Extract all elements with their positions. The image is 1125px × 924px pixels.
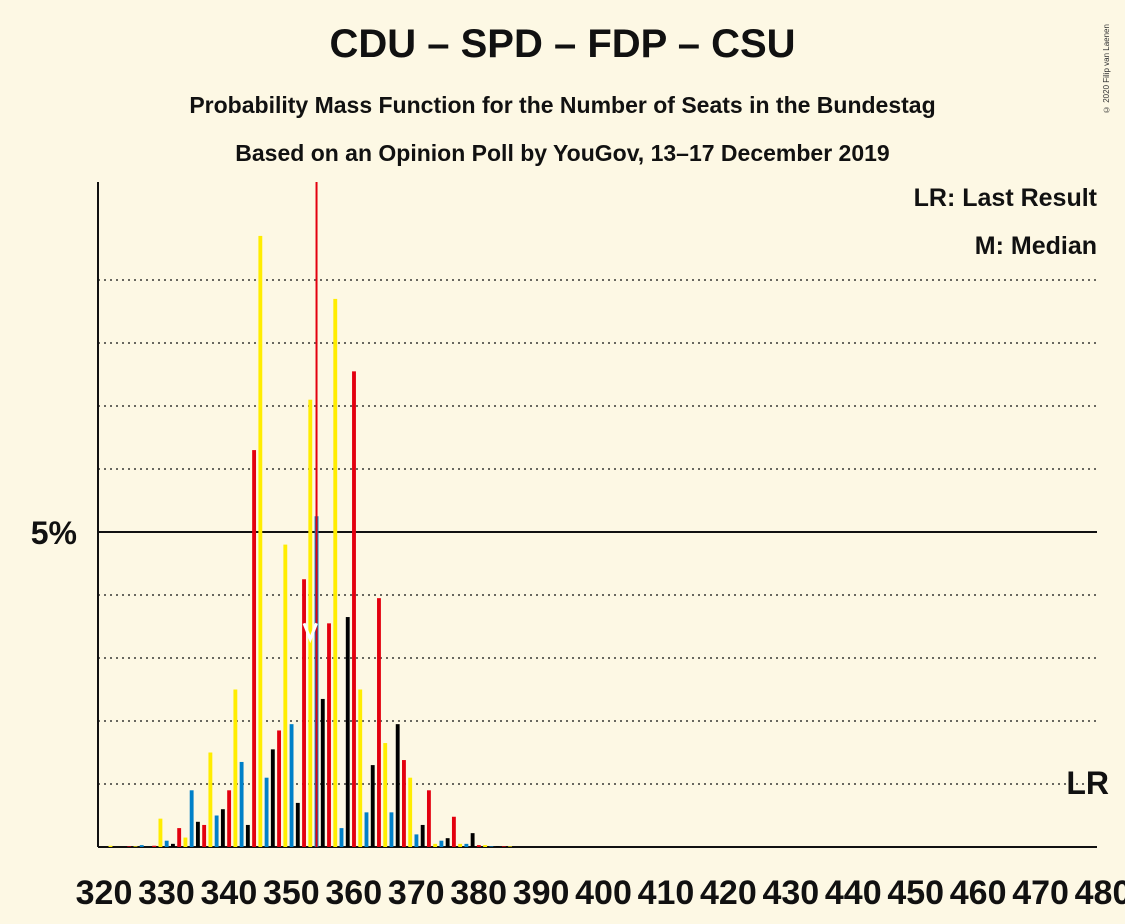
x-tick-label: 380 xyxy=(450,874,507,912)
bar xyxy=(476,845,481,847)
bar xyxy=(327,623,331,847)
x-tick-label: 320 xyxy=(76,874,133,912)
bar xyxy=(458,843,463,847)
bar xyxy=(208,752,213,847)
bar xyxy=(220,809,225,847)
x-tick-label: 330 xyxy=(138,874,195,912)
x-tick-label: 400 xyxy=(575,874,632,912)
bar xyxy=(383,743,388,847)
bar xyxy=(470,833,475,847)
bar xyxy=(389,812,394,847)
x-tick-label: 340 xyxy=(201,874,258,912)
bar xyxy=(233,689,238,847)
x-tick-label: 460 xyxy=(950,874,1007,912)
bar xyxy=(245,824,250,847)
bar xyxy=(358,689,363,847)
bar xyxy=(264,777,269,847)
bar xyxy=(202,824,207,847)
x-tick-label: 410 xyxy=(638,874,695,912)
bar xyxy=(364,812,369,847)
last-result-marker: LR xyxy=(1066,765,1109,801)
x-tick-label: 470 xyxy=(1012,874,1069,912)
bar xyxy=(451,816,456,847)
bar xyxy=(195,821,200,847)
bar xyxy=(420,824,425,847)
bar xyxy=(302,579,306,847)
bar xyxy=(108,845,113,847)
bar xyxy=(402,760,406,847)
bar xyxy=(139,845,144,847)
x-tick-label: 350 xyxy=(263,874,320,912)
bar xyxy=(277,730,282,847)
bar xyxy=(495,846,500,847)
bar xyxy=(414,834,419,847)
bar xyxy=(445,838,450,847)
bar xyxy=(339,828,344,847)
bar xyxy=(252,450,257,847)
median-marker xyxy=(302,622,318,644)
bar xyxy=(283,544,288,847)
bar xyxy=(501,846,506,847)
bar xyxy=(370,765,375,847)
bar xyxy=(270,749,275,847)
x-tick-label: 480 xyxy=(1075,874,1125,912)
bar xyxy=(214,815,219,847)
bar xyxy=(483,845,488,847)
x-tick-label: 370 xyxy=(388,874,445,912)
bar xyxy=(189,790,194,847)
x-tick-label: 420 xyxy=(700,874,757,912)
bar xyxy=(258,235,263,847)
bar xyxy=(289,724,294,847)
bar xyxy=(377,598,381,847)
bar xyxy=(395,724,400,847)
chart-subtitle-2: Based on an Opinion Poll by YouGov, 13–1… xyxy=(235,140,890,166)
x-tick-label: 450 xyxy=(887,874,944,912)
chart-title: CDU – SPD – FDP – CSU xyxy=(329,22,796,66)
bar xyxy=(345,617,350,847)
bar xyxy=(239,761,244,847)
bar xyxy=(183,837,188,847)
legend-last-result: LR: Last Result xyxy=(913,184,1097,212)
bar xyxy=(177,828,182,847)
bar xyxy=(127,846,132,847)
x-tick-label: 430 xyxy=(762,874,819,912)
bar xyxy=(152,845,157,847)
bar xyxy=(320,698,325,847)
bar xyxy=(158,818,163,847)
bar xyxy=(295,802,300,847)
bar xyxy=(464,843,469,847)
bar xyxy=(433,843,438,847)
bar xyxy=(508,846,513,847)
legend-median: M: Median xyxy=(974,232,1097,260)
x-tick-label: 390 xyxy=(513,874,570,912)
bar xyxy=(489,846,494,847)
bar xyxy=(333,298,338,847)
bar xyxy=(439,840,444,847)
bar xyxy=(227,790,232,847)
bar xyxy=(352,371,356,847)
bar xyxy=(164,840,169,847)
y-tick-label: 5% xyxy=(31,515,77,551)
x-tick-label: 440 xyxy=(825,874,882,912)
bar xyxy=(170,843,175,847)
bar xyxy=(133,846,138,847)
chart-subtitle-1: Probability Mass Function for the Number… xyxy=(189,92,936,118)
x-tick-label: 360 xyxy=(325,874,382,912)
bar xyxy=(308,399,313,847)
bar xyxy=(426,790,431,847)
bar xyxy=(408,777,413,847)
